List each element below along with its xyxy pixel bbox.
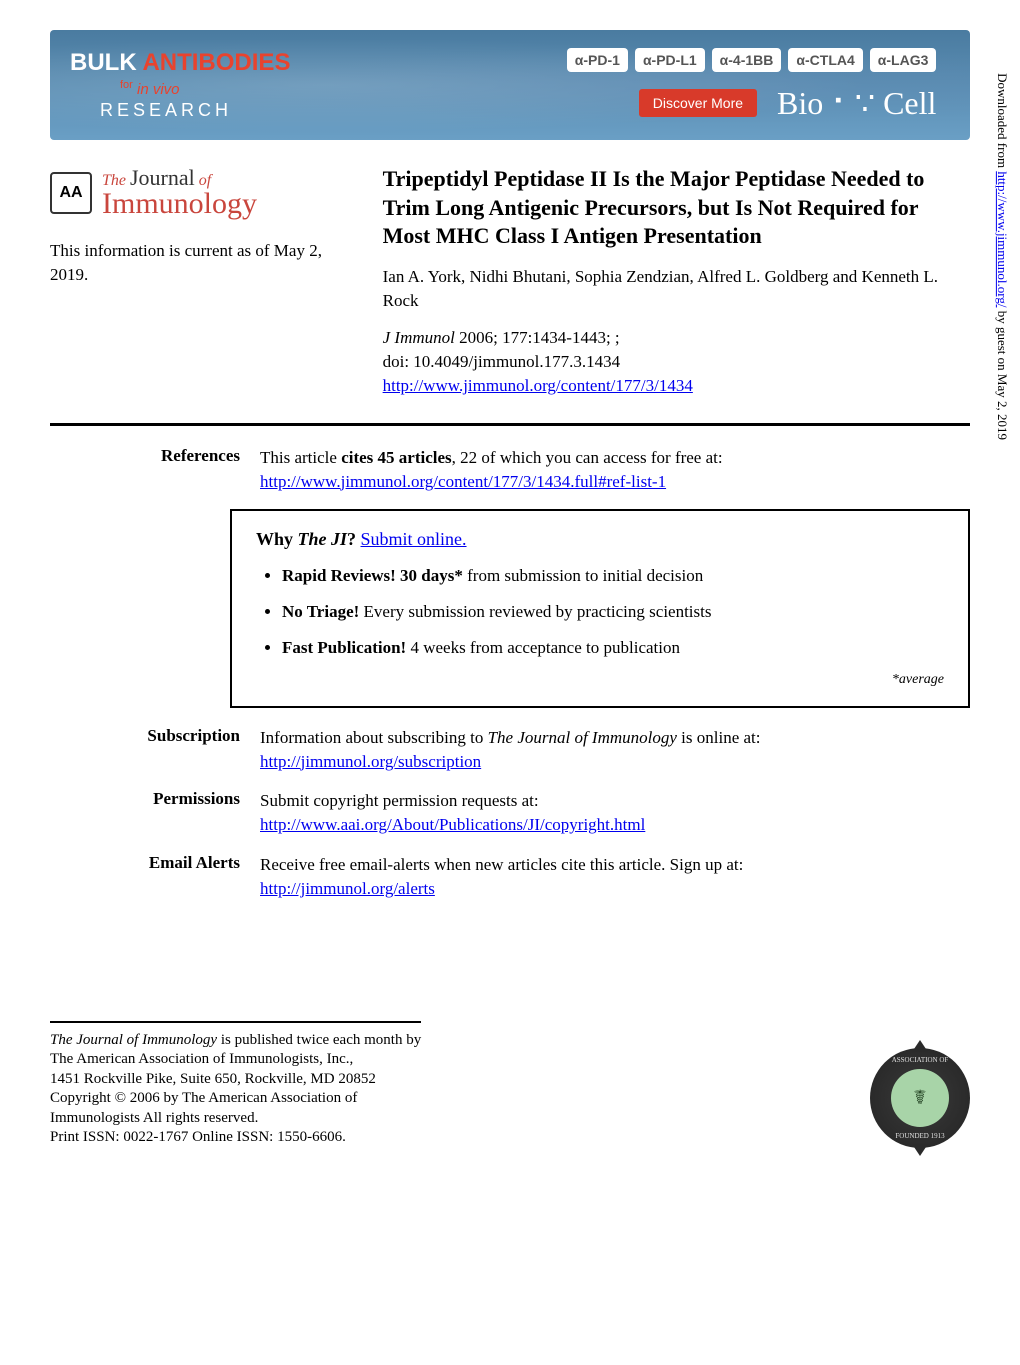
ref-text1: This article bbox=[260, 448, 341, 467]
sidebar-suffix: by guest on May 2, 2019 bbox=[995, 307, 1010, 440]
article-authors: Ian A. York, Nidhi Bhutani, Sophia Zendz… bbox=[383, 265, 970, 313]
journal-immunology: Immunology bbox=[102, 187, 257, 221]
citation-journal: J Immunol bbox=[383, 328, 455, 347]
permissions-row: Permissions Submit copyright permission … bbox=[90, 789, 970, 837]
footer-line3: 1451 Rockville Pike, Suite 650, Rockvill… bbox=[50, 1071, 376, 1087]
why-prefix: Why bbox=[256, 529, 298, 549]
sub-ital: The Journal of Immunology bbox=[488, 728, 677, 747]
ad-headline: BULK ANTIBODIES bbox=[70, 49, 352, 77]
ad-pill[interactable]: α-LAG3 bbox=[870, 48, 937, 72]
sidebar-prefix: Downloaded from bbox=[995, 73, 1010, 171]
why-ji: The JI bbox=[298, 529, 348, 549]
ad-bulk: BULK bbox=[70, 49, 142, 76]
subscription-value: Information about subscribing to The Jou… bbox=[260, 726, 970, 774]
seal-bottom-text: FOUNDED 1913 bbox=[870, 1132, 970, 1140]
aai-seal-icon: ASSOCIATION OF ☤ FOUNDED 1913 bbox=[870, 1048, 970, 1148]
article-title: Tripeptidyl Peptidase II Is the Major Pe… bbox=[383, 165, 970, 251]
citation-detail: 2006; 177:1434-1443; ; bbox=[455, 328, 620, 347]
why-item-bold: Rapid Reviews! 30 days* bbox=[282, 566, 463, 585]
subscription-label: Subscription bbox=[90, 726, 240, 746]
why-item: Rapid Reviews! 30 days* from submission … bbox=[282, 564, 944, 588]
download-sidebar: Downloaded from http://www.jimmunol.org/… bbox=[994, 73, 1010, 440]
sub-text1: Information about subscribing to bbox=[260, 728, 488, 747]
ad-right-col: α-PD-1 α-PD-L1 α-4-1BB α-CTLA4 α-LAG3 Di… bbox=[356, 48, 937, 122]
header-row: AA The Journal of Immunology This inform… bbox=[50, 165, 970, 398]
why-item-bold: Fast Publication! bbox=[282, 638, 406, 657]
citation-doi: doi: 10.4049/jimmunol.177.3.1434 bbox=[383, 352, 621, 371]
footer-text: The Journal of Immunology is published t… bbox=[50, 1021, 421, 1148]
journal-name: The Journal of Immunology bbox=[102, 165, 257, 221]
ad-banner[interactable]: BULK ANTIBODIES for in vivo RESEARCH α-P… bbox=[50, 30, 970, 140]
why-title: Why The JI? Submit online. bbox=[256, 529, 944, 550]
why-ji-box: Why The JI? Submit online. Rapid Reviews… bbox=[230, 509, 970, 707]
alerts-value: Receive free email-alerts when new artic… bbox=[260, 853, 970, 901]
footer-line5: Immunologists All rights reserved. bbox=[50, 1110, 258, 1126]
alerts-label: Email Alerts bbox=[90, 853, 240, 873]
ad-pill[interactable]: α-4-1BB bbox=[712, 48, 782, 72]
permissions-value: Submit copyright permission requests at:… bbox=[260, 789, 970, 837]
ref-bold: cites 45 articles bbox=[341, 448, 451, 467]
divider bbox=[50, 423, 970, 426]
header-left: AA The Journal of Immunology This inform… bbox=[50, 165, 353, 287]
ref-text2: , 22 of which you can access for free at… bbox=[452, 448, 723, 467]
alerts-row: Email Alerts Receive free email-alerts w… bbox=[90, 853, 970, 901]
seal-top-text: ASSOCIATION OF bbox=[870, 1056, 970, 1064]
sidebar-link[interactable]: http://www.jimmunol.org/ bbox=[995, 171, 1010, 307]
header-right: Tripeptidyl Peptidase II Is the Major Pe… bbox=[383, 165, 970, 398]
seal-center-icon: ☤ bbox=[891, 1069, 949, 1127]
info-section: References This article cites 45 article… bbox=[90, 446, 970, 901]
footer-line6: Print ISSN: 0022-1767 Online ISSN: 1550-… bbox=[50, 1129, 346, 1145]
references-label: References bbox=[90, 446, 240, 466]
alerts-link[interactable]: http://jimmunol.org/alerts bbox=[260, 879, 435, 898]
ad-research: RESEARCH bbox=[100, 100, 352, 121]
submit-online-link[interactable]: Submit online. bbox=[361, 529, 467, 549]
currency-info: This information is current as of May 2,… bbox=[50, 239, 353, 287]
discover-more-button[interactable]: Discover More bbox=[639, 89, 757, 117]
ad-pill[interactable]: α-CTLA4 bbox=[788, 48, 862, 72]
ad-invivo-line: for in vivo bbox=[120, 79, 352, 98]
alerts-text: Receive free email-alerts when new artic… bbox=[260, 855, 743, 874]
why-item: Fast Publication! 4 weeks from acceptanc… bbox=[282, 636, 944, 660]
why-item-rest: Every submission reviewed by practicing … bbox=[359, 602, 711, 621]
ad-pill-row: α-PD-1 α-PD-L1 α-4-1BB α-CTLA4 α-LAG3 bbox=[356, 48, 937, 72]
ad-left-col: BULK ANTIBODIES for in vivo RESEARCH bbox=[70, 49, 352, 121]
why-item-rest: from submission to initial decision bbox=[463, 566, 703, 585]
logo-badge-icon: AA bbox=[50, 172, 92, 214]
why-item-bold: No Triage! bbox=[282, 602, 359, 621]
footer-line4: Copyright © 2006 by The American Associa… bbox=[50, 1090, 357, 1106]
references-row: References This article cites 45 article… bbox=[90, 446, 970, 494]
subscription-link[interactable]: http://jimmunol.org/subscription bbox=[260, 752, 481, 771]
why-footnote: *average bbox=[256, 672, 944, 688]
article-citation: J Immunol 2006; 177:1434-1443; ; doi: 10… bbox=[383, 326, 970, 397]
ad-pill[interactable]: α-PD-L1 bbox=[635, 48, 705, 72]
why-item: No Triage! Every submission reviewed by … bbox=[282, 600, 944, 624]
permissions-link[interactable]: http://www.aai.org/About/Publications/JI… bbox=[260, 815, 645, 834]
why-item-rest: 4 weeks from acceptance to publication bbox=[406, 638, 680, 657]
perm-text: Submit copyright permission requests at: bbox=[260, 791, 539, 810]
ad-for: for bbox=[120, 79, 133, 91]
references-link[interactable]: http://www.jimmunol.org/content/177/3/14… bbox=[260, 472, 666, 491]
permissions-label: Permissions bbox=[90, 789, 240, 809]
ad-antibodies: ANTIBODIES bbox=[142, 49, 290, 76]
references-value: This article cites 45 articles, 22 of wh… bbox=[260, 446, 970, 494]
footer-line2: The American Association of Immunologist… bbox=[50, 1051, 353, 1067]
why-list: Rapid Reviews! 30 days* from submission … bbox=[282, 564, 944, 659]
ad-pill[interactable]: α-PD-1 bbox=[567, 48, 628, 72]
journal-logo: AA The Journal of Immunology bbox=[50, 165, 353, 221]
ad-invivo: in vivo bbox=[133, 81, 180, 98]
ad-bottom-row: Discover More Bio ⠂∵ Cell bbox=[356, 84, 937, 122]
biocell-logo: Bio ⠂∵ Cell bbox=[777, 84, 936, 122]
article-url-link[interactable]: http://www.jimmunol.org/content/177/3/14… bbox=[383, 376, 693, 395]
sub-text2: is online at: bbox=[677, 728, 761, 747]
footer: The Journal of Immunology is published t… bbox=[50, 1021, 970, 1148]
why-q: ? bbox=[347, 529, 361, 549]
footer-line1-rest: is published twice each month by bbox=[217, 1032, 421, 1048]
subscription-row: Subscription Information about subscribi… bbox=[90, 726, 970, 774]
footer-journal-name: The Journal of Immunology bbox=[50, 1032, 217, 1048]
